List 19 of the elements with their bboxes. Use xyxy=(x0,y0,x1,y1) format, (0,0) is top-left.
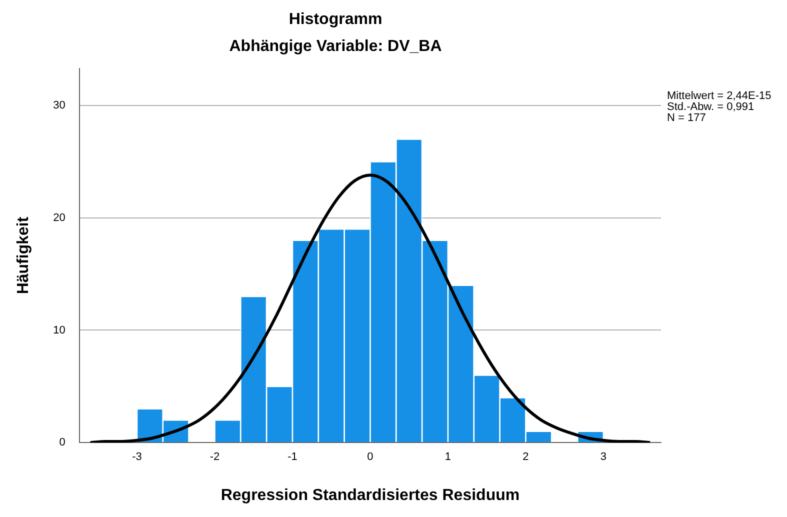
y-tick-label: 0 xyxy=(59,436,66,449)
x-tick-label: 3 xyxy=(600,451,607,464)
x-axis-title: Regression Standardisiertes Residuum xyxy=(220,486,520,504)
chart-title: Histogramm xyxy=(288,11,382,28)
x-tick-label: 1 xyxy=(444,451,452,464)
line-series xyxy=(88,174,652,443)
chart-subtitle: Abhängige Variable: DV_BA xyxy=(229,38,442,56)
y-tick-label: 20 xyxy=(53,212,66,224)
text: N = 177 xyxy=(667,112,706,124)
x-tick-label: -1 xyxy=(288,451,298,464)
text: Mittelwert = 2,44E-15 xyxy=(667,90,772,102)
x-tick-label: 2 xyxy=(522,451,529,464)
text: Std.-Abw. = 0,991 xyxy=(667,100,754,113)
y-tick-label: 30 xyxy=(53,100,66,112)
y-tick-label: 10 xyxy=(53,324,66,336)
x-tick-label: -2 xyxy=(210,451,220,464)
y-axis-title: Häufigkeit xyxy=(15,216,32,294)
x-tick-label: -3 xyxy=(132,451,142,464)
x-tick-label: 0 xyxy=(367,451,374,464)
